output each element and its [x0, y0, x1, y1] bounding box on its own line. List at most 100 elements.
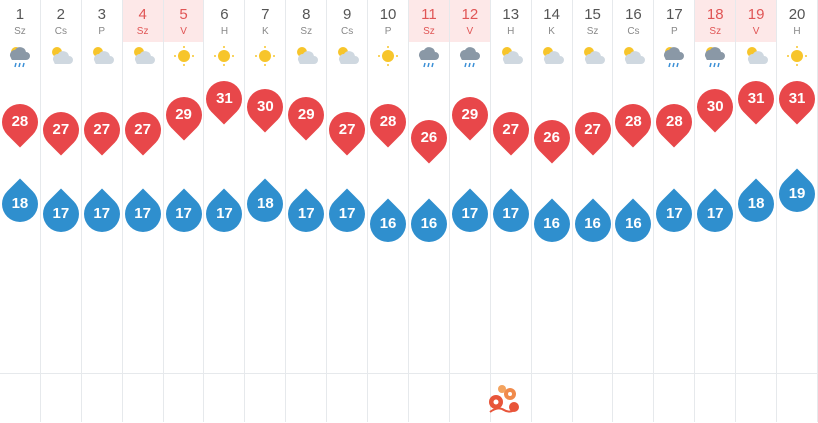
partly-cloudy-icon	[130, 43, 156, 69]
min-temp-value: 16	[379, 215, 397, 232]
max-temp-pin: 29	[444, 89, 496, 141]
partly-cloudy-icon	[498, 43, 524, 69]
day-number: 2	[56, 6, 65, 23]
day-header: 15 Sz	[573, 0, 613, 42]
flower-icon	[484, 380, 524, 418]
day-header: 12 V	[449, 0, 490, 42]
max-temp-pin: 30	[689, 81, 741, 133]
day-column[interactable]: 10 P 28 16	[362, 0, 414, 422]
day-header: 8 Sz	[286, 0, 326, 42]
day-column[interactable]: 5 V 29 17	[158, 0, 209, 422]
day-number: 14	[543, 6, 560, 23]
day-number: 18	[706, 6, 724, 23]
min-temp-value: 17	[52, 205, 70, 222]
day-number: 5	[179, 6, 188, 23]
day-name: Cs	[54, 26, 67, 37]
sun-icon	[784, 43, 810, 69]
min-temp-drop: 17	[280, 188, 332, 240]
min-temp-value: 17	[175, 205, 192, 222]
row-divider	[0, 373, 818, 374]
min-temp-drop: 17	[444, 188, 496, 240]
day-column[interactable]: 13 H 27 17	[485, 0, 537, 422]
min-temp-value: 17	[216, 205, 233, 222]
day-header: 17 P	[654, 0, 694, 42]
day-column[interactable]: 11 Sz 26 16	[403, 0, 455, 422]
min-temp-value: 17	[297, 205, 315, 222]
max-temp-pin: 26	[526, 112, 578, 164]
day-header: 9 Cs	[327, 0, 367, 42]
day-column[interactable]: 14 K 26 16	[526, 0, 578, 422]
day-name: P	[98, 26, 106, 37]
day-number: 20	[788, 6, 806, 23]
day-column[interactable]: 15 Sz 27 16	[567, 0, 618, 422]
max-temp-pin: 27	[567, 104, 618, 156]
day-header: 19 V	[736, 0, 777, 42]
day-name: P	[384, 26, 392, 37]
min-temp-drop: 17	[76, 188, 128, 240]
max-temp-value: 31	[788, 90, 806, 107]
day-column[interactable]: 6 H 31 17	[198, 0, 250, 422]
max-temp-pin: 27	[117, 104, 169, 156]
day-name: H	[507, 26, 515, 37]
max-temp-value: 28	[625, 113, 642, 131]
min-temp-value: 16	[625, 215, 642, 232]
min-temp-drop: 18	[0, 178, 46, 230]
day-column[interactable]: 7 K 30 18	[239, 0, 291, 422]
min-temp-value: 18	[11, 195, 29, 212]
max-temp-pin: 27	[321, 104, 373, 156]
day-column[interactable]: 8 Sz 29 17	[280, 0, 332, 422]
min-temp-value: 17	[93, 205, 111, 222]
day-header: 4 Sz	[122, 0, 163, 42]
day-number: 4	[138, 6, 147, 23]
day-column[interactable]: 4 Sz 27 17	[117, 0, 169, 422]
max-temp-value: 28	[665, 113, 683, 131]
min-temp-value: 16	[543, 215, 560, 232]
day-column[interactable]: 18 Sz 30 17	[689, 0, 741, 422]
min-temp-value: 18	[256, 195, 274, 212]
max-temp-value: 31	[216, 90, 233, 107]
day-column[interactable]: 2 Cs 27 17	[35, 0, 87, 422]
day-name: V	[752, 26, 760, 37]
sun-icon	[252, 43, 278, 69]
max-temp-value: 28	[11, 113, 29, 131]
sun-icon	[375, 43, 401, 69]
partly-cloudy-icon	[539, 43, 565, 69]
max-temp-value: 27	[338, 121, 356, 139]
max-temp-value: 27	[584, 121, 601, 139]
day-column[interactable]: 3 P 27 17	[76, 0, 128, 422]
day-header: 1 Sz	[0, 0, 40, 42]
min-temp-drop: 18	[730, 178, 782, 230]
day-column[interactable]: 17 P 28 17	[648, 0, 700, 422]
day-number: 16	[625, 6, 642, 23]
day-column[interactable]: 16 Cs 28 16	[607, 0, 659, 422]
min-temp-drop: 17	[35, 188, 87, 240]
day-number: 10	[379, 6, 397, 23]
min-temp-drop: 17	[158, 188, 209, 240]
rain-cloud-sun-icon	[661, 43, 687, 69]
day-column[interactable]: 19 V 31 18	[730, 0, 782, 422]
day-number: 1	[15, 6, 25, 23]
day-number: 15	[584, 6, 601, 23]
max-temp-value: 29	[461, 105, 479, 123]
partly-cloudy-icon	[334, 43, 360, 69]
day-column[interactable]: 20 H 31 19	[771, 0, 818, 422]
day-number: 3	[97, 6, 106, 23]
min-temp-value: 17	[502, 205, 520, 222]
min-temp-drop: 16	[362, 198, 414, 250]
day-number: 19	[747, 6, 765, 23]
day-header: 11 Sz	[409, 0, 449, 42]
day-name: Cs	[627, 26, 640, 37]
max-temp-value: 28	[379, 113, 397, 131]
min-temp-drop: 17	[689, 188, 741, 240]
day-number: 6	[220, 6, 229, 23]
min-temp-value: 17	[665, 205, 683, 222]
day-name: V	[466, 26, 474, 37]
day-header: 14 K	[532, 0, 572, 42]
min-temp-drop: 17	[198, 188, 250, 240]
day-column[interactable]: 1 Sz 28 18	[0, 0, 46, 422]
day-column[interactable]: 9 Cs 27 17	[321, 0, 373, 422]
min-temp-drop: 16	[526, 198, 578, 250]
day-column[interactable]: 12 V 29 17	[444, 0, 496, 422]
